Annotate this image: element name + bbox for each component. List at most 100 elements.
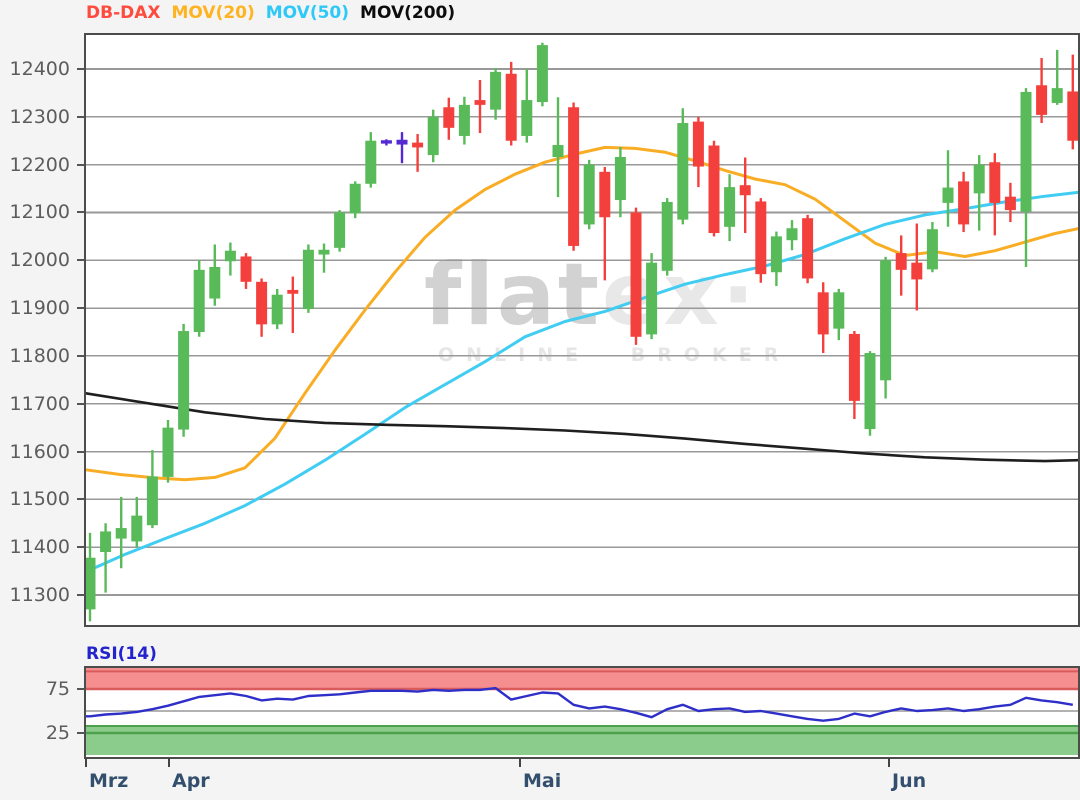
candle-64 bbox=[1067, 91, 1079, 141]
x-axis-label-jun: Jun bbox=[892, 770, 927, 792]
candle-23 bbox=[427, 116, 439, 156]
rsi-label: RSI(14) bbox=[86, 644, 157, 664]
price-y-tick bbox=[77, 68, 85, 70]
candle-8 bbox=[193, 269, 205, 333]
candle-50 bbox=[848, 333, 860, 401]
candle-43 bbox=[739, 185, 751, 196]
candle-6 bbox=[162, 427, 174, 477]
candle-52 bbox=[880, 260, 892, 381]
price-y-tick-label: 12000 bbox=[9, 249, 70, 272]
price-y-tick bbox=[77, 354, 85, 357]
rsi-y-tick-label: 75 bbox=[45, 678, 70, 700]
price-y-tick bbox=[77, 163, 85, 166]
candle-37 bbox=[646, 262, 658, 335]
x-axis-label-mrz: Mrz bbox=[89, 770, 129, 792]
candle-18 bbox=[349, 183, 361, 214]
candle-22 bbox=[412, 142, 424, 148]
candle-47 bbox=[802, 218, 814, 279]
candle-32 bbox=[568, 107, 580, 246]
candle-62 bbox=[1036, 85, 1048, 115]
price-y-tick-label: 12100 bbox=[9, 201, 70, 224]
rsi-chart-canvas[interactable] bbox=[84, 666, 1080, 759]
legend-item-mov-200-: MOV(200) bbox=[360, 3, 456, 23]
candle-29 bbox=[521, 100, 533, 136]
candle-21 bbox=[396, 139, 408, 145]
candle-42 bbox=[724, 187, 736, 227]
candle-12 bbox=[256, 281, 268, 325]
candle-41 bbox=[708, 145, 720, 234]
candle-30 bbox=[536, 45, 548, 102]
price-y-tick-label: 11500 bbox=[9, 488, 70, 511]
x-axis-label-mai: Mai bbox=[523, 770, 562, 792]
candle-3 bbox=[115, 528, 127, 539]
candle-46 bbox=[786, 228, 798, 241]
x-axis-tick bbox=[888, 758, 890, 767]
price-y-tick-label: 11400 bbox=[9, 536, 70, 559]
candle-15 bbox=[302, 249, 314, 310]
candle-51 bbox=[864, 353, 876, 430]
candle-17 bbox=[334, 212, 346, 248]
candle-45 bbox=[770, 236, 782, 273]
candle-9 bbox=[209, 266, 221, 299]
price-y-tick bbox=[77, 450, 85, 453]
candle-58 bbox=[973, 164, 985, 194]
candle-5 bbox=[146, 476, 158, 526]
price-y-tick bbox=[77, 546, 85, 549]
price-y-tick-label: 11600 bbox=[9, 440, 70, 463]
rsi-y-tick-label: 25 bbox=[45, 722, 70, 744]
price-chart-canvas[interactable] bbox=[84, 33, 1080, 627]
price-y-tick bbox=[77, 498, 85, 501]
candle-60 bbox=[1004, 196, 1016, 211]
candle-36 bbox=[630, 212, 642, 337]
price-y-tick-label: 11800 bbox=[9, 344, 70, 367]
candle-19 bbox=[365, 140, 377, 184]
candle-4 bbox=[131, 515, 143, 542]
candle-48 bbox=[817, 292, 829, 335]
candle-24 bbox=[443, 107, 455, 128]
legend-item-mov-50-: MOV(50) bbox=[265, 3, 350, 23]
candle-63 bbox=[1051, 88, 1063, 103]
rsi-y-tick bbox=[77, 732, 85, 734]
candle-28 bbox=[505, 73, 517, 141]
candle-38 bbox=[661, 201, 673, 271]
candle-14 bbox=[287, 289, 299, 294]
candle-34 bbox=[599, 171, 611, 218]
price-y-tick-label: 11700 bbox=[9, 392, 70, 415]
price-y-tick bbox=[77, 115, 85, 118]
x-axis-label-apr: Apr bbox=[172, 770, 210, 792]
candle-10 bbox=[224, 250, 236, 262]
candle-27 bbox=[490, 71, 502, 110]
price-y-tick bbox=[77, 259, 85, 262]
candle-13 bbox=[271, 294, 283, 325]
candle-7 bbox=[178, 331, 190, 430]
candle-16 bbox=[318, 249, 330, 255]
x-axis-tick bbox=[85, 758, 87, 767]
price-y-tick-label: 12200 bbox=[9, 153, 70, 176]
candle-26 bbox=[474, 100, 486, 105]
candle-35 bbox=[614, 156, 626, 201]
candle-25 bbox=[458, 104, 470, 136]
price-panel-background bbox=[84, 33, 1080, 627]
candle-59 bbox=[989, 162, 1001, 203]
rsi-y-tick bbox=[77, 688, 85, 690]
candle-39 bbox=[677, 123, 689, 220]
candle-57 bbox=[958, 181, 970, 225]
price-y-tick-label: 12300 bbox=[9, 105, 70, 128]
candle-56 bbox=[942, 187, 954, 203]
price-y-tick-label: 11900 bbox=[9, 297, 70, 320]
candle-55 bbox=[926, 229, 938, 270]
price-y-tick bbox=[77, 307, 85, 310]
price-gridlines bbox=[86, 68, 1078, 596]
price-y-tick bbox=[77, 211, 85, 214]
candle-31 bbox=[552, 145, 564, 157]
candle-11 bbox=[240, 256, 252, 282]
x-axis-tick bbox=[168, 758, 170, 767]
legend-item-mov-20-: MOV(20) bbox=[171, 3, 255, 23]
price-y-tick bbox=[77, 402, 85, 405]
price-y-tick bbox=[77, 594, 85, 597]
candle-54 bbox=[911, 262, 923, 280]
price-y-tick-label: 11300 bbox=[9, 584, 70, 607]
candle-44 bbox=[755, 201, 767, 275]
chart-legend: DB-DAX MOV(20) MOV(50) MOV(200) bbox=[86, 3, 455, 23]
